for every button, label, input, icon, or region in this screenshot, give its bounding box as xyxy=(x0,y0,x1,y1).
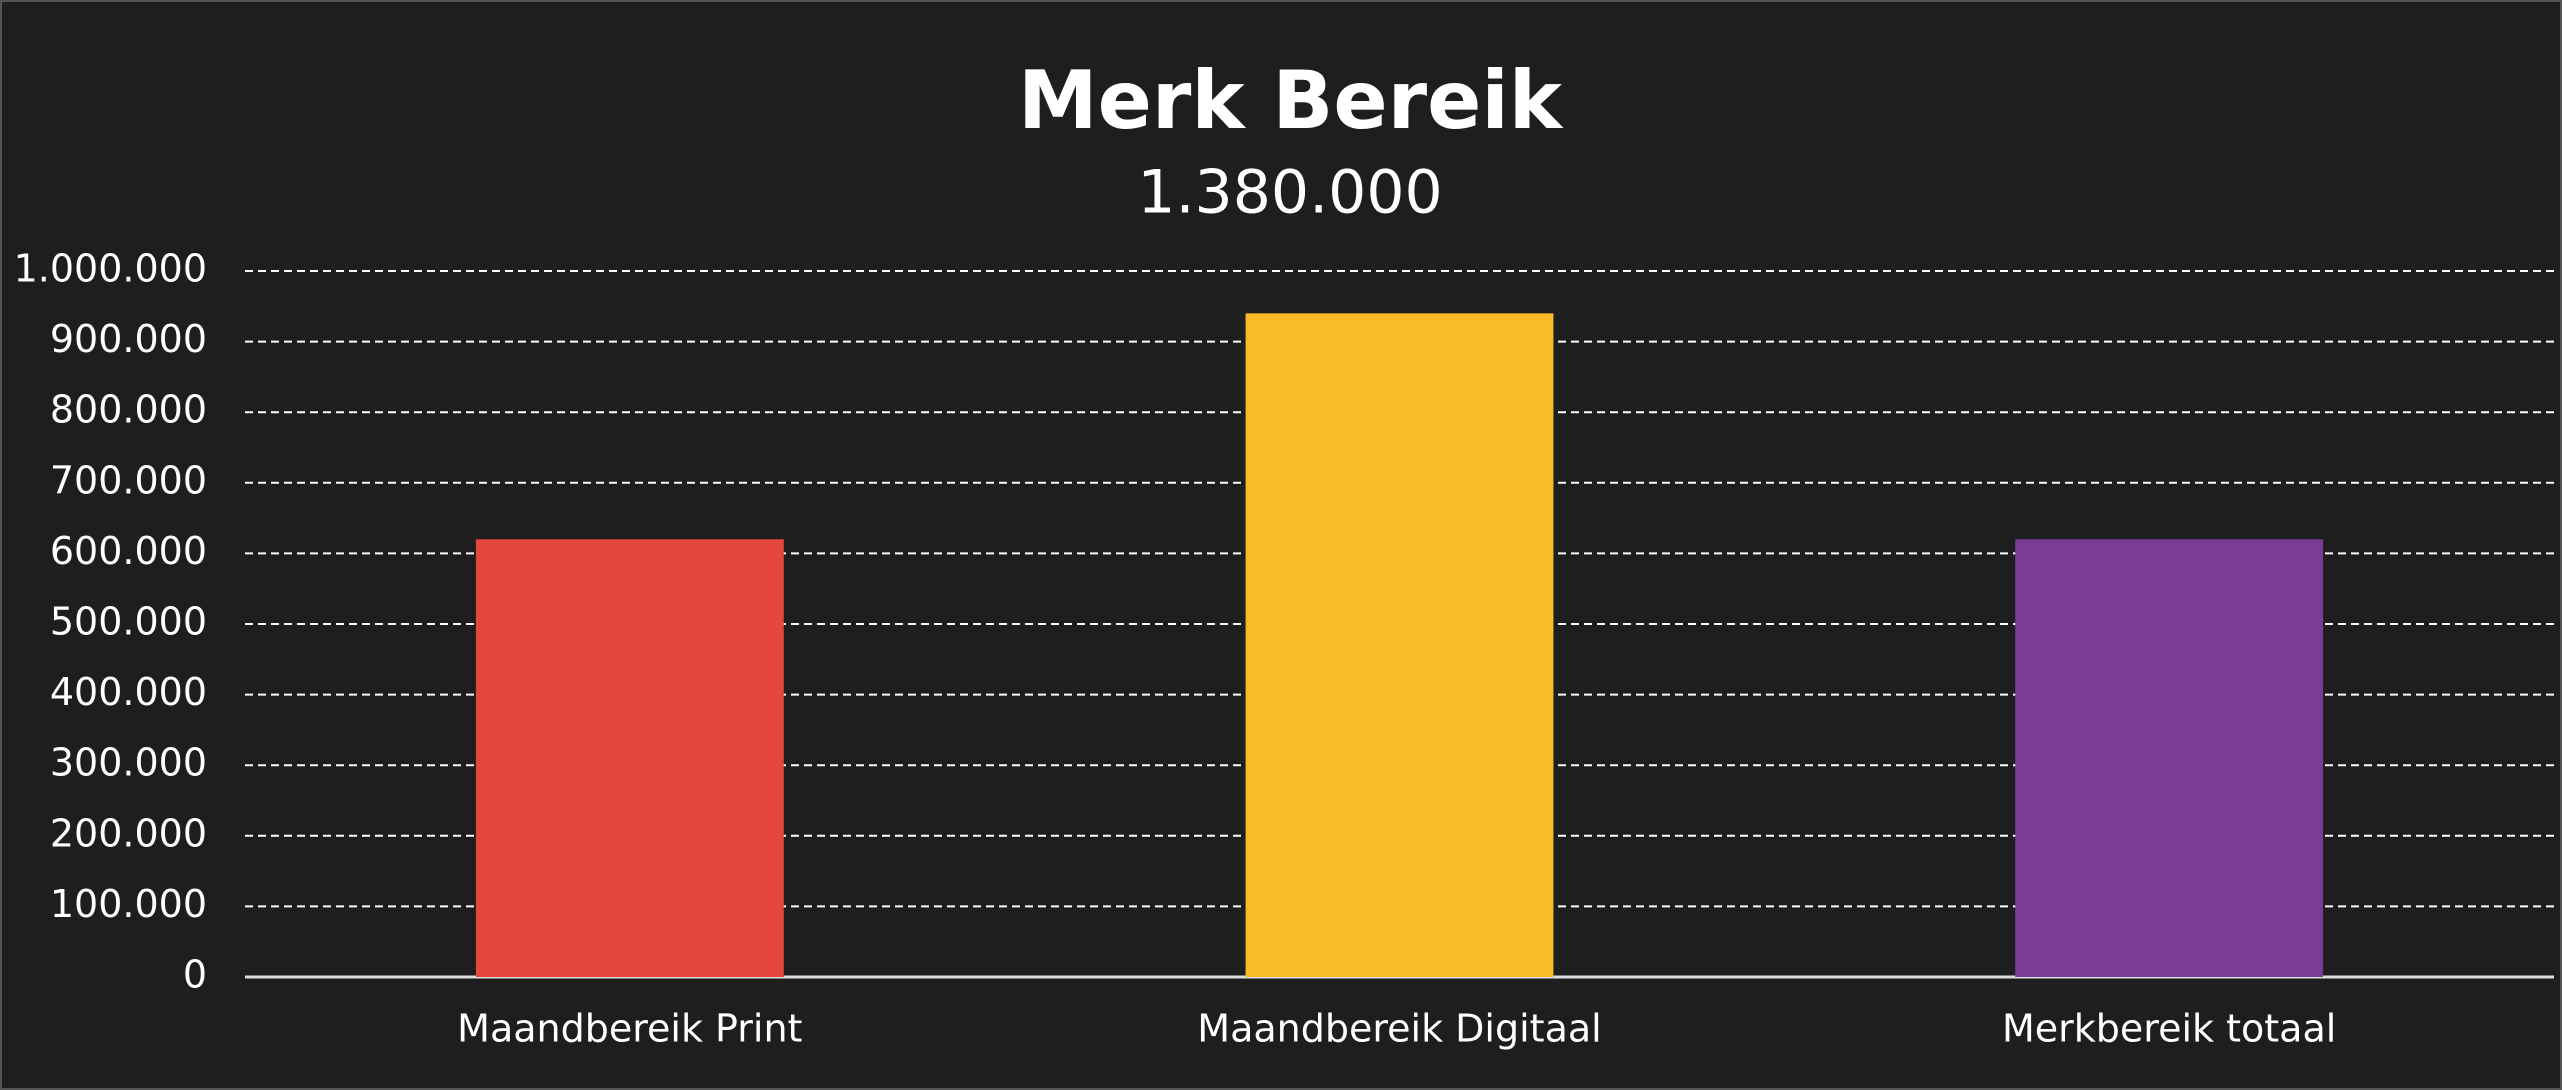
bar xyxy=(475,539,784,977)
y-tick-label: 1.000.000 xyxy=(14,247,207,291)
y-tick-label: 300.000 xyxy=(50,741,207,785)
bar xyxy=(1245,313,1554,977)
y-tick-label: 100.000 xyxy=(50,882,207,926)
y-tick-label: 0 xyxy=(183,953,207,997)
x-tick-label: Merkbereik totaal xyxy=(2002,1007,2336,1051)
y-tick-label: 700.000 xyxy=(50,458,207,502)
chart-title: Merk Bereik xyxy=(1018,54,1564,147)
x-tick-label: Maandbereik Digitaal xyxy=(1197,1007,1601,1051)
y-tick-label: 900.000 xyxy=(50,317,207,361)
y-tick-label: 200.000 xyxy=(50,811,207,855)
y-tick-label: 400.000 xyxy=(50,670,207,714)
y-tick-label: 600.000 xyxy=(50,529,207,573)
y-tick-label: 500.000 xyxy=(50,600,207,644)
chart-subtitle: 1.380.000 xyxy=(1137,158,1442,228)
x-tick-label: Maandbereik Print xyxy=(457,1007,802,1051)
y-tick-label: 800.000 xyxy=(50,388,207,432)
bar xyxy=(2015,539,2324,977)
